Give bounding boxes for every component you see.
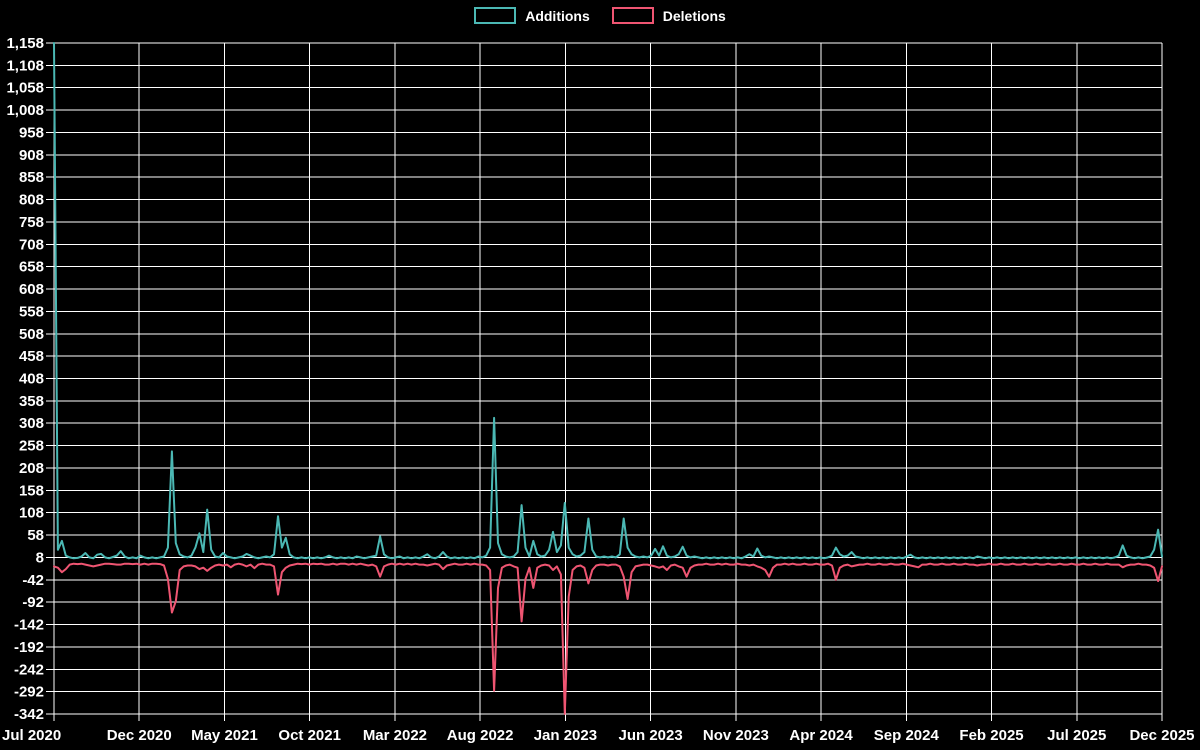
x-tick-label: Aug 2022 bbox=[447, 727, 514, 744]
y-tick-label: -42 bbox=[22, 572, 44, 589]
additions-line bbox=[53, 42, 1163, 560]
deletions-legend-swatch bbox=[611, 7, 654, 24]
deletions-line bbox=[53, 562, 1163, 715]
x-tick-label: Nov 2023 bbox=[703, 727, 769, 744]
x-tick-label: May 2021 bbox=[191, 727, 258, 744]
x-tick-label: Jul 2025 bbox=[1047, 727, 1106, 744]
y-tick-label: 658 bbox=[19, 259, 44, 276]
y-tick-label: 458 bbox=[19, 348, 44, 365]
y-tick-label: -92 bbox=[22, 594, 44, 611]
y-tick-label: 408 bbox=[19, 371, 44, 388]
y-tick-label: -142 bbox=[14, 617, 44, 634]
additions-legend-label: Additions bbox=[525, 7, 590, 24]
y-tick-label: 808 bbox=[19, 192, 44, 209]
y-tick-label: 1,008 bbox=[6, 102, 44, 119]
y-tick-label: 208 bbox=[19, 460, 44, 477]
chart-legend: Additions Deletions bbox=[0, 7, 1200, 24]
y-tick-label: 708 bbox=[19, 236, 44, 253]
x-tick-label: Jul 2020 bbox=[2, 727, 61, 744]
x-tick-label: Dec 2025 bbox=[1129, 727, 1194, 744]
y-tick-label: 608 bbox=[19, 281, 44, 298]
y-tick-label: 558 bbox=[19, 303, 44, 320]
y-tick-label: 308 bbox=[19, 415, 44, 432]
y-tick-label: 58 bbox=[27, 527, 44, 544]
additions-legend-swatch bbox=[474, 7, 517, 24]
y-tick-label: 158 bbox=[19, 482, 44, 499]
y-tick-label: -292 bbox=[14, 684, 44, 701]
x-tick-label: Oct 2021 bbox=[278, 727, 341, 744]
y-tick-label: 858 bbox=[19, 169, 44, 186]
x-tick-label: Feb 2025 bbox=[959, 727, 1023, 744]
y-tick-label: 1,108 bbox=[6, 57, 44, 74]
deletions-legend-label: Deletions bbox=[662, 7, 726, 24]
y-tick-label: -192 bbox=[14, 639, 44, 656]
x-tick-label: Mar 2022 bbox=[363, 727, 427, 744]
x-tick-label: Dec 2020 bbox=[107, 727, 172, 744]
legend-item-deletions[interactable]: Deletions bbox=[611, 7, 726, 24]
y-tick-label: 1,158 bbox=[6, 35, 44, 52]
legend-item-additions[interactable]: Additions bbox=[474, 7, 590, 24]
y-tick-label: 358 bbox=[19, 393, 44, 410]
y-tick-label: -242 bbox=[14, 661, 44, 678]
y-tick-label: 108 bbox=[19, 505, 44, 522]
y-tick-label: -342 bbox=[14, 706, 44, 723]
y-tick-label: 758 bbox=[19, 214, 44, 231]
x-tick-label: Sep 2024 bbox=[874, 727, 940, 744]
x-tick-label: Jan 2023 bbox=[534, 727, 597, 744]
y-tick-label: 1,058 bbox=[6, 80, 44, 97]
x-tick-label: Apr 2024 bbox=[789, 727, 853, 744]
y-tick-label: 958 bbox=[19, 124, 44, 141]
y-tick-label: 8 bbox=[36, 549, 44, 566]
x-tick-label: Jun 2023 bbox=[619, 727, 683, 744]
y-tick-label: 908 bbox=[19, 147, 44, 164]
y-tick-label: 258 bbox=[19, 438, 44, 455]
y-tick-label: 508 bbox=[19, 326, 44, 343]
